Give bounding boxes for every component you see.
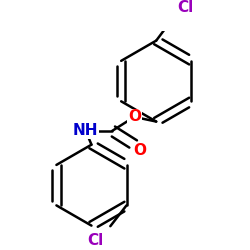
Text: Cl: Cl bbox=[177, 0, 193, 15]
Text: O: O bbox=[134, 143, 146, 158]
Text: NH: NH bbox=[73, 123, 98, 138]
Text: Cl: Cl bbox=[87, 233, 104, 248]
Text: O: O bbox=[128, 110, 141, 124]
